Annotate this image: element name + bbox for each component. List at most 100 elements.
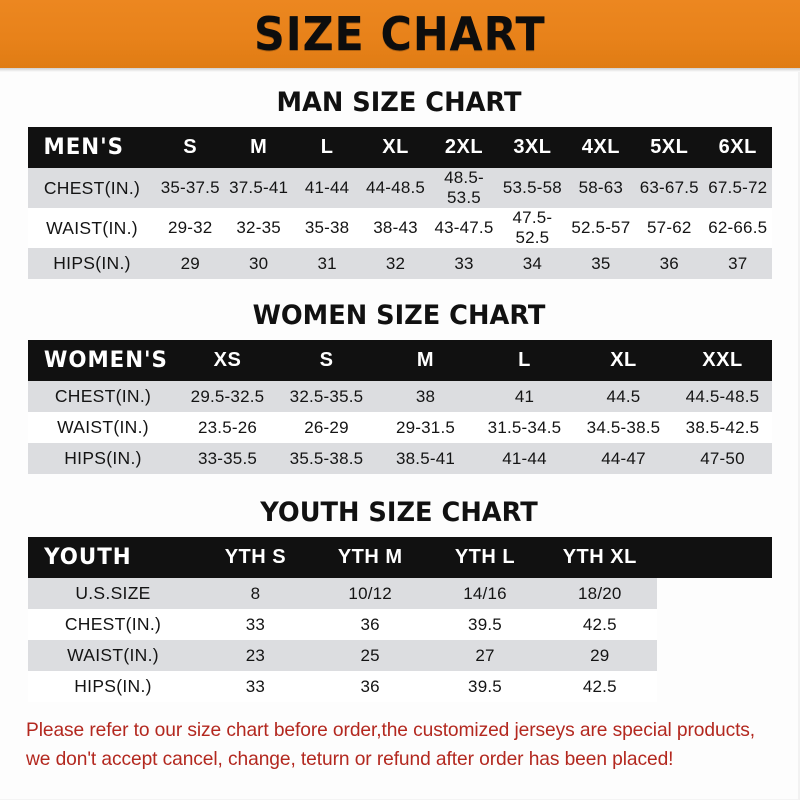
table-cell: 34 bbox=[498, 248, 567, 279]
table-wrap-man: MEN'S S M L XL 2XL 3XL 4XL 5XL 6XL CHEST(IN.) 35-37… bbox=[28, 127, 772, 279]
table-row: WAIST(IN.) 29-32 32-35 35-38 38-43 43-47.5 47.… bbox=[28, 208, 772, 248]
table-cell: 43-47.5 bbox=[429, 208, 499, 248]
table-cell: 25 bbox=[312, 640, 428, 671]
table-header-size: 6XL bbox=[718, 136, 757, 158]
table-row-label: WAIST(IN.) bbox=[28, 412, 178, 443]
table-row: CHEST(IN.) 29.5-32.5 32.5-35.5 38 41 44.5 44.5… bbox=[28, 381, 772, 412]
table-cell: 23.5-26 bbox=[178, 412, 277, 443]
size-table-youth: YOUTH YTH S YTH M YTH L YTH XL U.S.SIZE 8 10/12… bbox=[28, 537, 772, 702]
table-cell: 33-35.5 bbox=[178, 443, 277, 474]
size-table-man: MEN'S S M L XL 2XL 3XL 4XL 5XL 6XL CHEST(IN.) 35-37… bbox=[28, 127, 772, 279]
table-row: CHEST(IN.) 35-37.5 37.5-41 41-44 44-48.5 48.5… bbox=[28, 168, 772, 208]
table-cell: 47.5-52.5 bbox=[498, 208, 567, 248]
table-row: WAIST(IN.) 23.5-26 26-29 29-31.5 31.5-34.5 34… bbox=[28, 412, 772, 443]
table-row-label: CHEST(IN.) bbox=[28, 381, 178, 412]
table-cell-spacer bbox=[657, 609, 772, 640]
table-cell: 29 bbox=[156, 248, 225, 279]
table-cell: 33 bbox=[429, 248, 499, 279]
table-cell: 42.5 bbox=[542, 609, 658, 640]
table-cell: 44.5-48.5 bbox=[673, 381, 772, 412]
table-header-row: YOUTH YTH S YTH M YTH L YTH XL bbox=[28, 537, 772, 578]
footer-line-2: we don't accept cancel, change, teturn o… bbox=[26, 748, 674, 770]
table-cell: 37.5-41 bbox=[224, 168, 293, 208]
table-row: HIPS(IN.) 33-35.5 35.5-38.5 38.5-41 41-44 44-… bbox=[28, 443, 772, 474]
table-header-size: 2XL bbox=[444, 136, 484, 158]
table-cell: 31.5-34.5 bbox=[475, 412, 574, 443]
section-title-women: WOMEN SIZE CHART bbox=[252, 300, 546, 331]
table-header-category: YOUTH bbox=[44, 545, 132, 570]
table-header-size: XL bbox=[610, 349, 637, 371]
table-cell: 23 bbox=[198, 640, 313, 671]
table-row-label: HIPS(IN.) bbox=[28, 248, 156, 279]
table-header-size: YTH S bbox=[224, 546, 287, 568]
table-cell: 35-37.5 bbox=[156, 168, 225, 208]
table-header-size: XS bbox=[213, 349, 242, 371]
table-header-size: YTH L bbox=[454, 546, 516, 568]
table-cell: 38.5-41 bbox=[376, 443, 475, 474]
table-cell: 63-67.5 bbox=[635, 168, 704, 208]
table-cell: 52.5-57 bbox=[566, 208, 636, 248]
table-header-size: 4XL bbox=[581, 136, 620, 158]
section-title-youth: YOUTH SIZE CHART bbox=[260, 497, 538, 528]
table-cell: 41 bbox=[475, 381, 574, 412]
table-cell: 44.5 bbox=[574, 381, 673, 412]
section-title-man: MAN SIZE CHART bbox=[276, 87, 522, 118]
table-header-size: S bbox=[319, 349, 334, 371]
table-cell: 42.5 bbox=[542, 671, 658, 702]
table-cell: 57-62 bbox=[635, 208, 704, 248]
table-row: WAIST(IN.) 23 25 27 29 bbox=[28, 640, 772, 671]
table-header-size: YTH XL bbox=[562, 546, 637, 568]
table-row: HIPS(IN.) 29 30 31 32 33 34 35 36 37 bbox=[28, 248, 772, 279]
table-cell: 33 bbox=[198, 671, 313, 702]
table-cell: 18/20 bbox=[542, 578, 658, 609]
table-cell: 30 bbox=[224, 248, 293, 279]
table-cell: 35.5-38.5 bbox=[277, 443, 376, 474]
table-cell: 58-63 bbox=[566, 168, 636, 208]
table-cell: 32-35 bbox=[224, 208, 293, 248]
table-cell: 41-44 bbox=[475, 443, 574, 474]
table-row-label: CHEST(IN.) bbox=[28, 609, 198, 640]
table-header-spacer bbox=[657, 537, 772, 578]
table-header-size: XL bbox=[382, 136, 409, 158]
table-row: HIPS(IN.) 33 36 39.5 42.5 bbox=[28, 671, 772, 702]
table-header-size: L bbox=[518, 349, 531, 371]
table-row: CHEST(IN.) 33 36 39.5 42.5 bbox=[28, 609, 772, 640]
table-header-size: YTH M bbox=[337, 546, 403, 568]
table-wrap-women: WOMEN'S XS S M L XL XXL CHEST(IN.) 29.5-32.5 32.5… bbox=[28, 340, 772, 474]
table-cell: 37 bbox=[703, 248, 772, 279]
table-cell: 32 bbox=[361, 248, 430, 279]
table-cell: 48.5-53.5 bbox=[429, 168, 499, 208]
table-cell: 41-44 bbox=[292, 168, 362, 208]
section-man: MAN SIZE CHART MEN'S S M L XL 2XL 3XL 4XL 5XL 6XL… bbox=[0, 88, 798, 279]
table-cell: 14/16 bbox=[427, 578, 543, 609]
table-cell: 38-43 bbox=[361, 208, 430, 248]
page-banner: SIZE CHART bbox=[0, 0, 800, 68]
table-cell: 44-47 bbox=[574, 443, 673, 474]
table-cell-spacer bbox=[657, 671, 772, 702]
page-title: SIZE CHART bbox=[254, 7, 546, 61]
table-cell: 29-32 bbox=[156, 208, 225, 248]
table-header-size: M bbox=[250, 136, 268, 158]
table-cell: 47-50 bbox=[673, 443, 772, 474]
table-cell: 62-66.5 bbox=[703, 208, 772, 248]
table-cell: 10/12 bbox=[312, 578, 428, 609]
table-row-label: U.S.SIZE bbox=[28, 578, 198, 609]
section-youth: YOUTH SIZE CHART YOUTH YTH S YTH M YTH L YTH… bbox=[0, 498, 798, 702]
table-cell: 27 bbox=[427, 640, 543, 671]
table-header-size: XXL bbox=[702, 349, 743, 371]
table-cell: 39.5 bbox=[427, 609, 543, 640]
table-cell: 38.5-42.5 bbox=[673, 412, 772, 443]
table-row-label: HIPS(IN.) bbox=[28, 671, 198, 702]
table-header-row: MEN'S S M L XL 2XL 3XL 4XL 5XL 6XL bbox=[28, 127, 772, 168]
table-cell: 35 bbox=[566, 248, 636, 279]
section-women: WOMEN SIZE CHART WOMEN'S XS S M L XL XXL CHEST(… bbox=[0, 301, 798, 474]
table-cell: 31 bbox=[292, 248, 362, 279]
table-cell: 29-31.5 bbox=[376, 412, 475, 443]
table-header-size: 3XL bbox=[513, 136, 552, 158]
table-cell: 36 bbox=[312, 609, 428, 640]
table-cell: 36 bbox=[635, 248, 704, 279]
table-cell-spacer bbox=[657, 578, 772, 609]
table-cell: 67.5-72 bbox=[703, 168, 772, 208]
table-cell: 26-29 bbox=[277, 412, 376, 443]
table-row-label: WAIST(IN.) bbox=[28, 208, 156, 248]
